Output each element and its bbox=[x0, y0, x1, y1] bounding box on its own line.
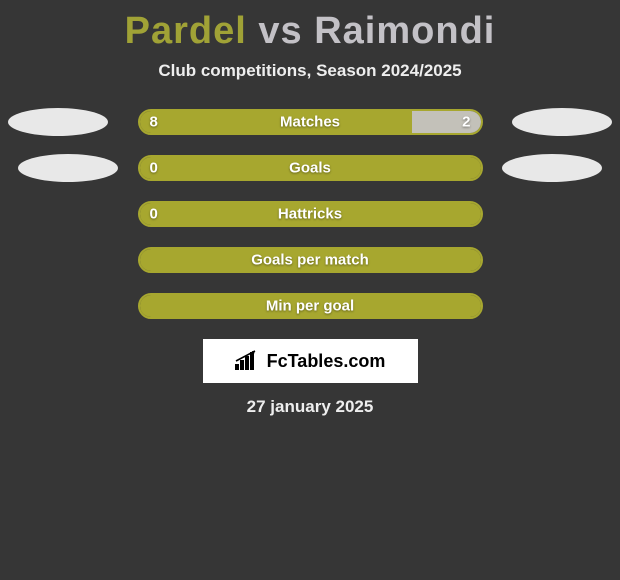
stat-value-left: 8 bbox=[150, 114, 158, 131]
competition-subtitle: Club competitions, Season 2024/2025 bbox=[0, 61, 620, 81]
stat-label: Goals bbox=[138, 160, 483, 177]
source-badge-text: FcTables.com bbox=[267, 351, 386, 372]
stat-pill: Goals per match bbox=[138, 247, 483, 273]
stat-value-right: 2 bbox=[462, 114, 470, 131]
stat-value-left: 0 bbox=[150, 160, 158, 177]
stats-container: Matches82Goals0Hattricks0Goals per match… bbox=[0, 109, 620, 319]
stat-label: Goals per match bbox=[138, 252, 483, 269]
stat-label: Hattricks bbox=[138, 206, 483, 223]
stat-label: Min per goal bbox=[138, 298, 483, 315]
stat-row: Matches8 2 bbox=[0, 109, 620, 135]
snapshot-date: 27 january 2025 bbox=[0, 397, 620, 417]
stat-pill: Goals0 bbox=[138, 155, 483, 181]
stat-row: Min per goal bbox=[0, 293, 620, 319]
stat-pill: Hattricks0 bbox=[138, 201, 483, 227]
stat-value-left: 0 bbox=[150, 206, 158, 223]
stat-row: Goals0 bbox=[0, 155, 620, 181]
title-vs: vs bbox=[258, 10, 302, 52]
stat-pill: Matches8 2 bbox=[138, 109, 483, 135]
comparison-title: Pardel vs Raimondi bbox=[0, 0, 620, 53]
title-right-player: Raimondi bbox=[314, 10, 495, 52]
right-marker-ellipse bbox=[512, 108, 612, 136]
stat-pill: Min per goal bbox=[138, 293, 483, 319]
right-marker-ellipse bbox=[502, 154, 602, 182]
source-badge: FcTables.com bbox=[203, 339, 418, 383]
bar-chart-icon bbox=[235, 350, 261, 372]
stat-row: Goals per match bbox=[0, 247, 620, 273]
left-marker-ellipse bbox=[8, 108, 108, 136]
title-left-player: Pardel bbox=[125, 10, 247, 52]
left-marker-ellipse bbox=[18, 154, 118, 182]
stat-label: Matches bbox=[138, 114, 483, 131]
stat-row: Hattricks0 bbox=[0, 201, 620, 227]
